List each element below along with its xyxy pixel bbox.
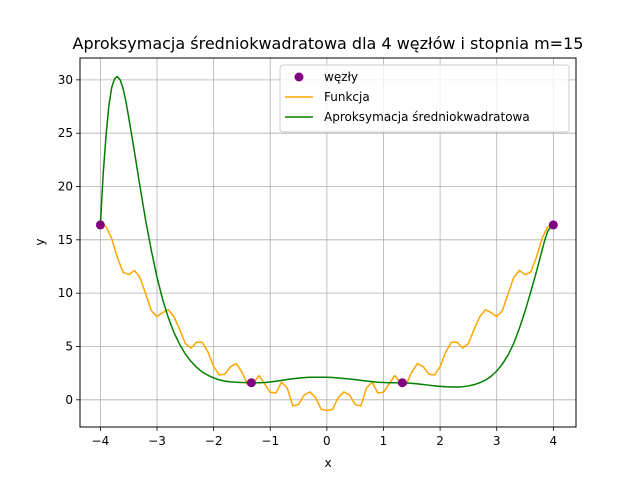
y-axis-ticks: 0 5 10 15 20 25 30 [58,73,80,407]
x-tick-label: −2 [205,434,223,448]
y-tick-label: 5 [65,339,73,353]
legend: węzły Funkcja Aproksymacja średniokwadra… [279,64,570,133]
node-point [246,378,256,388]
x-tick-label: −4 [92,434,110,448]
node-point [397,378,407,388]
x-axis-ticks: −4 −3 −2 −1 0 1 2 3 4 [92,427,558,448]
x-tick-label: 3 [493,434,501,448]
legend-label-approximation: Aproksymacja średniokwadratowa [324,110,530,124]
x-tick-label: −1 [261,434,279,448]
y-tick-label: 0 [65,393,73,407]
x-tick-label: 0 [323,434,331,448]
series-line-1 [100,224,554,412]
y-tick-label: 25 [58,126,73,140]
series-line-2 [99,75,554,388]
legend-label-function: Funkcja [324,90,370,104]
x-tick-label: 1 [380,434,388,448]
x-axis-label: x [324,456,331,470]
plot-area [95,75,558,412]
node-point [548,220,558,230]
legend-label-nodes: węzły [324,70,358,84]
chart-title: Aproksymacja średniokwadratowa dla 4 węz… [73,34,584,53]
y-tick-label: 10 [58,286,73,300]
x-tick-label: −3 [148,434,166,448]
y-axis-label: y [33,238,47,245]
y-tick-label: 30 [58,73,73,87]
legend-box [279,64,570,133]
node-point [95,220,105,230]
x-tick-label: 2 [436,434,444,448]
legend-marker-nodes [294,72,304,82]
axes-frame [79,57,577,428]
y-tick-label: 20 [58,180,73,194]
y-tick-label: 15 [58,233,73,247]
x-tick-label: 4 [550,434,558,448]
